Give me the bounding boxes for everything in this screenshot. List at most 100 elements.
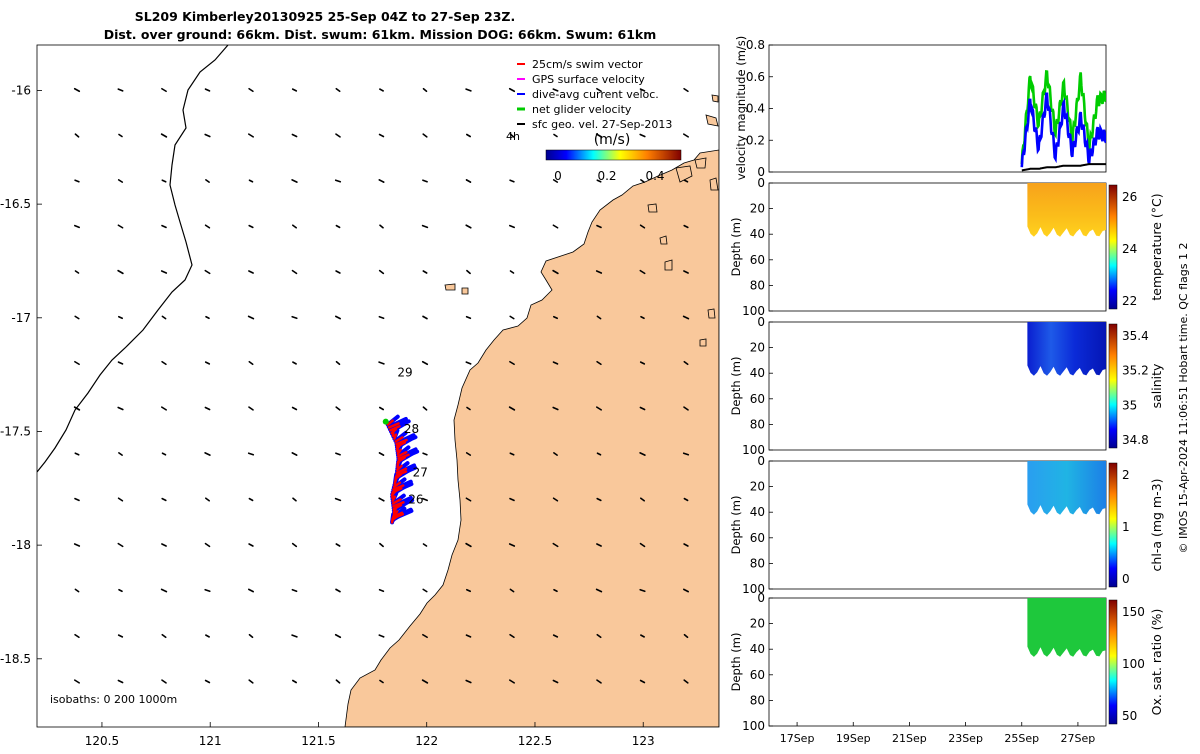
map-y-tick-label: -18.5 (0, 652, 31, 666)
colorbar-tick-label: 100 (1122, 657, 1145, 671)
colorbar-tick-label: 1 (1122, 520, 1130, 534)
legend-entry-label: 25cm/s swim vector (532, 58, 643, 71)
map-x-tick-label: 122.5 (518, 734, 552, 748)
velocity-y-tick-label: 0.4 (746, 102, 765, 116)
depth-tick-label: 80 (750, 417, 765, 431)
colorbar-tick-2: 0.4 (645, 169, 664, 183)
depth-tick-label: 20 (750, 202, 765, 216)
depth-tick-label: 40 (750, 366, 765, 380)
map-x-tick-label: 120.5 (85, 734, 119, 748)
depth-axis-label: Depth (m) (729, 496, 743, 555)
colorbar-tick-label: 0 (1122, 572, 1130, 586)
depth-axis-label: Depth (m) (729, 633, 743, 692)
colorbar-tick-label: 2 (1122, 468, 1130, 482)
depth-tick-label: 80 (750, 556, 765, 570)
depth-axis-label: Depth (m) (729, 357, 743, 416)
map-y-tick-label: -18 (11, 538, 31, 552)
colorbar-label: temperature (°C) (1149, 193, 1164, 300)
colorbar-tick-1: 0.2 (597, 169, 616, 183)
colorbar-label: Ox. sat. ratio (%) (1149, 609, 1164, 716)
swim-vector (394, 435, 395, 439)
colorbar-tick-label: 35.2 (1122, 364, 1149, 378)
time-tick-label: 23Sep (948, 732, 983, 745)
figure-title-line1: SL209 Kimberley20130925 25-Sep 04Z to 27… (135, 9, 516, 24)
map-x-tick-label: 123 (632, 734, 655, 748)
colorbar-tick-label: 50 (1122, 709, 1137, 723)
map-y-ticks: -16 -16.5 -17 -17.5 -18 -18.5 (0, 83, 42, 665)
profile-data-field (1027, 598, 1106, 657)
depth-tick-label: 60 (750, 392, 765, 406)
legend-entry-label: net glider velocity (532, 103, 632, 116)
map-y-tick-label: -16.5 (0, 197, 31, 211)
depth-tick-label: 40 (750, 505, 765, 519)
colorbar-title: (m/s) (594, 132, 631, 148)
profile-colorbar (1109, 324, 1117, 448)
map-x-tick-label: 122 (415, 734, 438, 748)
map-y-tick-label: -17 (11, 311, 31, 325)
velocity-y-tick-label: 0.6 (746, 70, 765, 84)
legend-extra-label: 4h (506, 130, 520, 143)
depth-tick-label: 20 (750, 617, 765, 631)
depth-tick-label: 20 (750, 341, 765, 355)
legend-entry-label: sfc geo. vel. 27-Sep-2013 (532, 118, 672, 131)
depth-tick-label: 40 (750, 642, 765, 656)
time-tick-label: 21Sep (892, 732, 927, 745)
time-tick-label: 19Sep (836, 732, 871, 745)
day-label: 28 (404, 422, 419, 436)
depth-tick-label: 80 (750, 693, 765, 707)
depth-tick-label: 60 (750, 668, 765, 682)
colorbar-tick-label: 22 (1122, 294, 1137, 308)
colorbar-tick-0: 0 (554, 169, 562, 183)
day-label: 26 (408, 493, 423, 507)
legend-entry-label: GPS surface velocity (532, 73, 645, 86)
colorbar-tick-label: 26 (1122, 190, 1137, 204)
colorbar-label: salinity (1149, 363, 1164, 408)
depth-tick-label: 0 (757, 176, 765, 190)
depth-tick-label: 60 (750, 531, 765, 545)
colorbar-tick-label: 35.4 (1122, 329, 1149, 343)
map-y-tick-label: -17.5 (0, 424, 31, 438)
day-label: 29 (397, 365, 412, 379)
map-x-tick-label: 121.5 (301, 734, 335, 748)
velocity-y-tick-label: 0.8 (746, 38, 765, 52)
net-velocity-marker (383, 419, 389, 425)
depth-tick-label: 0 (757, 315, 765, 329)
depth-tick-label: 60 (750, 253, 765, 267)
velocity-y-tick-label: 0.2 (746, 133, 765, 147)
figure-title-line2: Dist. over ground: 66km. Dist. swum: 61k… (104, 27, 657, 42)
depth-tick-label: 100 (742, 719, 765, 733)
depth-tick-label: 0 (757, 591, 765, 605)
profile-colorbar (1109, 600, 1117, 724)
swim-vector (392, 518, 393, 522)
map-x-tick-label: 121 (199, 734, 222, 748)
colorbar-tick-label: 24 (1122, 242, 1137, 256)
speed-colorbar (546, 150, 681, 160)
colorbar-tick-label: 150 (1122, 605, 1145, 619)
time-tick-label: 25Sep (1004, 732, 1039, 745)
colorbar-tick-label: 34.8 (1122, 433, 1149, 447)
map-y-tick-label: -16 (11, 83, 31, 97)
depth-tick-label: 40 (750, 227, 765, 241)
velocity-panel: 00.20.40.60.8 velocity magnitude (m/s) (734, 36, 1106, 181)
swim-vector (395, 480, 396, 484)
day-label: 27 (413, 465, 428, 479)
isobath-note: isobaths: 0 200 1000m (50, 693, 177, 706)
imos-credit: © IMOS 15-Apr-2024 11:06:51 Hobart time.… (1177, 243, 1190, 554)
profile-colorbar (1109, 185, 1117, 309)
time-tick-label: 27Sep (1061, 732, 1096, 745)
colorbar-tick-label: 35 (1122, 398, 1137, 412)
depth-tick-label: 80 (750, 278, 765, 292)
velocity-ylabel: velocity magnitude (m/s) (734, 36, 748, 181)
colorbar-label: chl-a (mg m-3) (1149, 479, 1164, 572)
depth-tick-label: 20 (750, 480, 765, 494)
depth-tick-label: 0 (757, 454, 765, 468)
profile-panel: 0 20 40 60 80 100 Depth (m) 150 100 50 Ox. sat. ra… (729, 591, 1164, 733)
depth-axis-label: Depth (m) (729, 218, 743, 277)
